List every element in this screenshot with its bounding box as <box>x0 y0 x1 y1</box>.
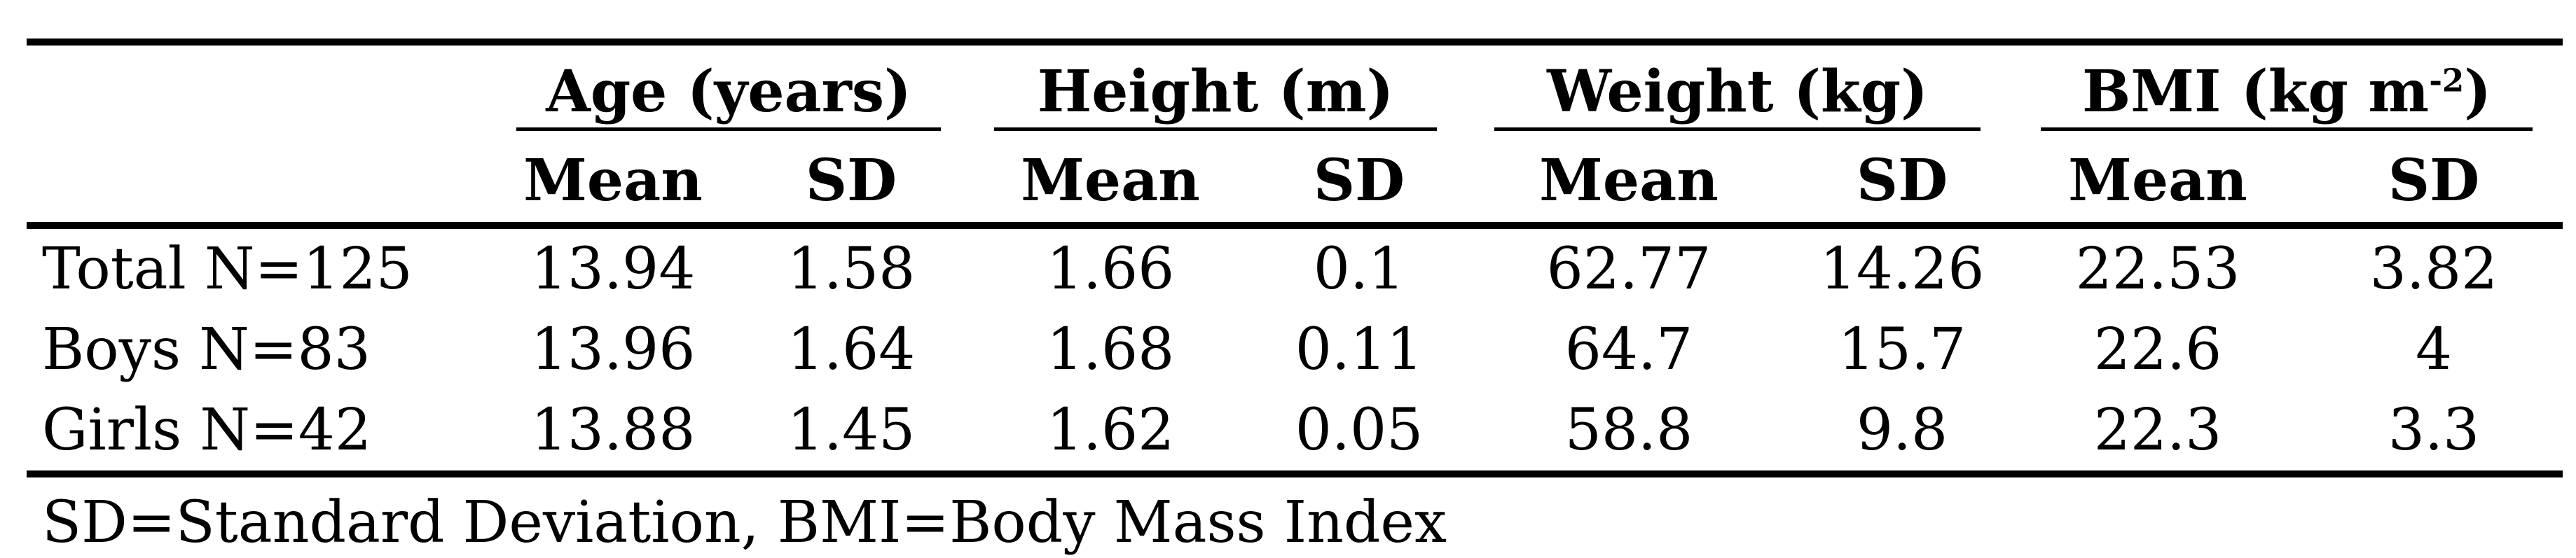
subheader-age-mean: Mean <box>523 147 703 214</box>
group-header-age-label: Age (years) <box>516 63 941 131</box>
group-label-text: Age (years) <box>546 58 911 125</box>
subheader-row: Mean SD Mean SD Mean SD Mean SD <box>27 131 2563 225</box>
cell-weight-mean: 64.7 <box>1564 316 1693 383</box>
cell-weight-sd: 15.7 <box>1838 316 1967 383</box>
cell-height-sd: 0.11 <box>1295 316 1424 383</box>
table-row-total: Total N=125 13.94 1.58 1.66 0.1 62.77 14… <box>27 225 2563 309</box>
table-footnote: SD=Standard Deviation, BMI=Body Mass Ind… <box>42 489 1447 556</box>
subheader-height-mean: Mean <box>1021 147 1200 214</box>
group-label-suffix: ) <box>2464 58 2492 125</box>
cell-bmi-mean: 22.6 <box>2093 316 2222 383</box>
group-header-bmi-label: BMI (kg m-2) <box>2041 62 2533 131</box>
subheader-age-sd: SD <box>805 147 897 214</box>
cell-height-sd: 0.05 <box>1295 397 1424 463</box>
cell-age-mean: 13.96 <box>530 316 696 383</box>
cell-age-sd: 1.64 <box>787 316 916 383</box>
row-label: Total N=125 <box>42 236 413 302</box>
cell-bmi-mean: 22.53 <box>2075 236 2240 302</box>
subheader-weight-mean: Mean <box>1539 147 1719 214</box>
table-row-girls: Girls N=42 13.88 1.45 1.62 0.05 58.8 9.8… <box>27 390 2563 474</box>
group-header-empty <box>27 42 490 131</box>
demographics-table: Age (years) Height (m) Weight (kg) BMI (… <box>27 39 2563 477</box>
row-label: Girls N=42 <box>42 397 372 463</box>
cell-age-mean: 13.94 <box>530 236 696 302</box>
table-row-boys: Boys N=83 13.96 1.64 1.68 0.11 64.7 15.7… <box>27 309 2563 390</box>
group-header-row: Age (years) Height (m) Weight (kg) BMI (… <box>27 42 2563 131</box>
paper-table-page: Age (years) Height (m) Weight (kg) BMI (… <box>0 39 2576 558</box>
cell-height-sd: 0.1 <box>1313 236 1405 302</box>
group-label-text: BMI (kg m <box>2081 58 2430 125</box>
group-label-text: Weight (kg) <box>1547 58 1928 125</box>
cell-weight-mean: 58.8 <box>1564 397 1693 463</box>
group-header-weight: Weight (kg) <box>1464 42 2011 131</box>
group-header-age: Age (years) <box>490 42 967 131</box>
subheader-weight-sd: SD <box>1856 147 1948 214</box>
group-header-bmi: BMI (kg m-2) <box>2011 42 2563 131</box>
cell-height-mean: 1.62 <box>1046 397 1175 463</box>
cell-age-mean: 13.88 <box>530 397 696 463</box>
cell-age-sd: 1.58 <box>787 236 916 302</box>
cell-height-mean: 1.68 <box>1046 316 1175 383</box>
cell-bmi-sd: 3.82 <box>2369 236 2498 302</box>
cell-bmi-sd: 4 <box>2415 316 2453 383</box>
cell-bmi-mean: 22.3 <box>2093 397 2222 463</box>
cell-bmi-sd: 3.3 <box>2388 397 2480 463</box>
cell-weight-mean: 62.77 <box>1546 236 1711 302</box>
cell-age-sd: 1.45 <box>787 397 916 463</box>
cell-weight-sd: 9.8 <box>1856 397 1948 463</box>
table-body: Total N=125 13.94 1.58 1.66 0.1 62.77 14… <box>27 225 2563 474</box>
subheader-bmi-mean: Mean <box>2068 147 2247 214</box>
group-label-superscript: -2 <box>2429 62 2465 99</box>
subheader-empty <box>27 131 490 225</box>
subheader-bmi-sd: SD <box>2388 147 2480 214</box>
group-header-height: Height (m) <box>967 42 1464 131</box>
table-header: Age (years) Height (m) Weight (kg) BMI (… <box>27 42 2563 225</box>
cell-height-mean: 1.66 <box>1046 236 1175 302</box>
row-label: Boys N=83 <box>42 316 371 383</box>
subheader-height-sd: SD <box>1313 147 1405 214</box>
cell-weight-sd: 14.26 <box>1819 236 1985 302</box>
group-label-text: Height (m) <box>1037 58 1394 125</box>
group-header-height-label: Height (m) <box>994 63 1437 131</box>
group-header-weight-label: Weight (kg) <box>1494 63 1981 131</box>
